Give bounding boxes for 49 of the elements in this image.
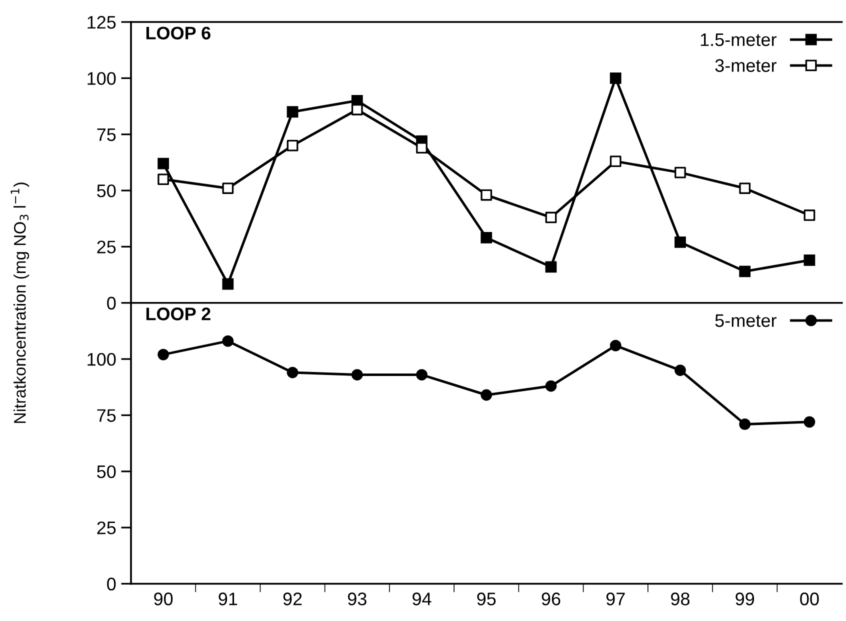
y-tick-label: 0: [107, 296, 116, 310]
x-tick-label: 91: [218, 592, 238, 606]
y-tick-label: 125: [88, 16, 116, 29]
point: [286, 106, 298, 118]
x-tick-label: 97: [606, 592, 625, 606]
x-tick-label: 00: [800, 592, 819, 606]
x-tick-label: 96: [542, 592, 560, 606]
x-tick-label: 95: [477, 592, 496, 606]
point: [674, 364, 686, 376]
y-axis-title: Nitratkoncentration (mg NO$_{3}$ l$^{−1}$): [10, 182, 30, 423]
y-tick-label: 0: [107, 578, 116, 590]
point: [804, 254, 816, 266]
point: [739, 418, 751, 430]
legend-label: 1.5-meter: [700, 33, 776, 46]
point: [674, 236, 686, 248]
point: [158, 348, 170, 360]
y-tick-label: 50: [97, 465, 116, 478]
y-tick-label: 50: [97, 184, 116, 198]
y-tick-label: 25: [97, 522, 116, 534]
legend-label: 5-meter: [715, 314, 776, 327]
y-tick-label: 75: [97, 409, 116, 422]
point: [610, 340, 622, 352]
point: [222, 335, 234, 347]
point: [480, 389, 492, 401]
point: [158, 158, 170, 170]
point: [222, 278, 234, 290]
y-tick-label: 25: [97, 240, 116, 254]
point: [545, 261, 557, 273]
x-tick-label: 93: [348, 592, 366, 606]
point: [739, 266, 751, 278]
x-tick-label: 90: [154, 592, 173, 606]
point: [351, 94, 363, 106]
point: [545, 380, 557, 392]
point: [351, 369, 363, 380]
point: [804, 416, 816, 428]
y-tick-label: 100: [88, 72, 116, 85]
x-tick-label: 98: [671, 592, 690, 606]
y-tick-label: 100: [88, 352, 116, 366]
legend-label: 3-meter: [715, 59, 776, 72]
x-tick-label: 92: [283, 592, 302, 606]
point: [286, 366, 298, 378]
point: [416, 369, 428, 380]
x-tick-label: 99: [736, 592, 754, 606]
x-tick-label: 94: [412, 592, 432, 606]
y-tick-label: 75: [97, 128, 116, 142]
annotation: LOOP 6: [146, 26, 210, 40]
point: [480, 232, 492, 244]
annotation: LOOP 2: [146, 308, 210, 320]
point: [610, 72, 622, 84]
